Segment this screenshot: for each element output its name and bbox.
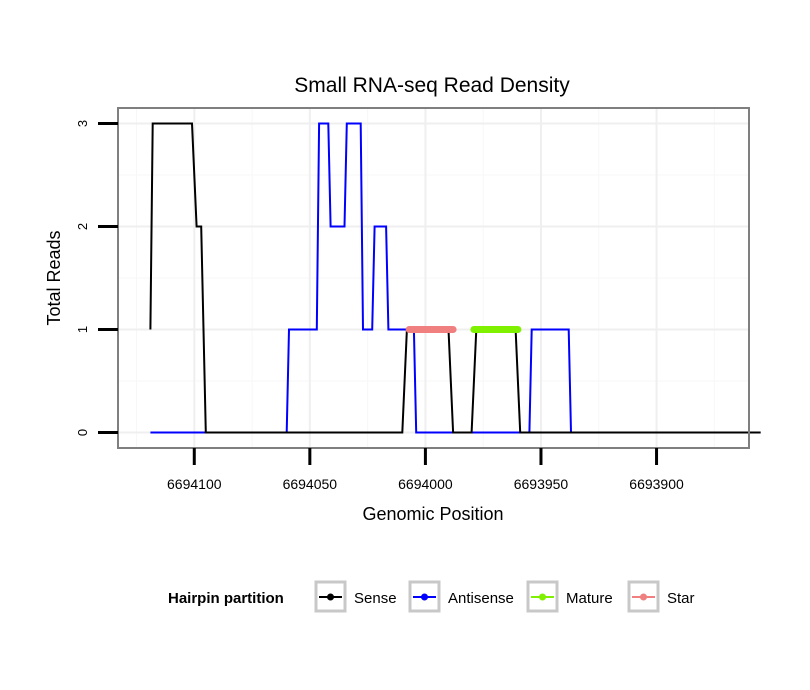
legend-key-point — [327, 593, 334, 601]
x-axis: 6694100 6694050 6694000 6693950 6693900 — [167, 448, 684, 492]
chart-title: Small RNA-seq Read Density — [294, 74, 570, 97]
series-line-antisense — [150, 122, 761, 434]
legend-label-antisense: Antisense — [448, 590, 514, 607]
series-lines — [149, 122, 761, 434]
x-tick-label: 6694000 — [398, 476, 453, 492]
plot-panel-border — [117, 107, 750, 449]
legend-label-sense: Sense — [354, 590, 397, 607]
y-tick-label: 1 — [75, 326, 90, 333]
x-axis-label: Genomic Position — [362, 504, 503, 524]
legend-title: Hairpin partition — [168, 590, 284, 607]
y-axis-label: Total Reads — [44, 230, 64, 325]
legend-key-point — [539, 593, 546, 601]
x-tick-label: 6694100 — [167, 476, 222, 492]
y-tick-label: 0 — [75, 429, 90, 436]
y-tick-label: 3 — [75, 120, 90, 127]
y-axis: 0 1 2 3 — [75, 120, 118, 436]
y-tick-label: 2 — [75, 223, 90, 230]
legend-label-mature: Mature — [566, 590, 613, 607]
x-tick-label: 6693950 — [514, 476, 569, 492]
legend: Hairpin partition Sense Antisense Mature St… — [168, 580, 695, 613]
legend-key-point — [421, 593, 428, 601]
x-tick-label: 6693900 — [629, 476, 684, 492]
grid-lines — [118, 108, 749, 448]
x-tick-label: 6694050 — [283, 476, 338, 492]
legend-key-point — [640, 593, 647, 601]
legend-label-star: Star — [667, 590, 695, 607]
